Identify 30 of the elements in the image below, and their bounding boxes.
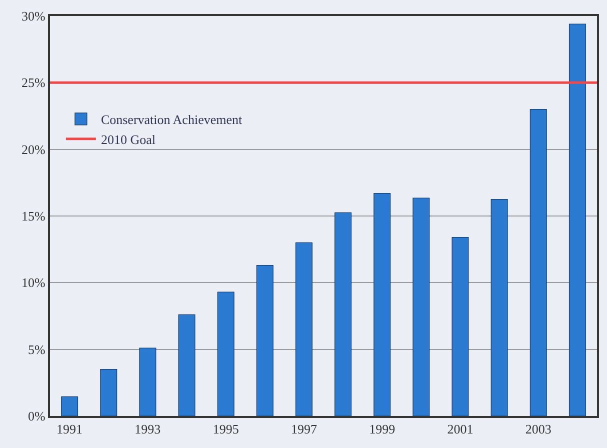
bar bbox=[412, 198, 430, 416]
legend-label: Conservation Achievement bbox=[100, 112, 242, 128]
bar bbox=[452, 237, 469, 416]
bar bbox=[61, 396, 78, 416]
bar bbox=[295, 242, 312, 416]
bar bbox=[490, 199, 508, 416]
legend-label: 2010 Goal bbox=[100, 132, 156, 147]
bar bbox=[374, 193, 391, 416]
y-tick-label: 5% bbox=[28, 342, 46, 357]
bar bbox=[100, 369, 118, 416]
y-tick-label: 20% bbox=[22, 142, 46, 157]
y-tick-label: 0% bbox=[28, 408, 46, 424]
bar bbox=[256, 265, 274, 416]
y-tick-label: 25% bbox=[22, 75, 46, 90]
x-tick-label: 1993 bbox=[134, 422, 161, 437]
x-tick-label: 1995 bbox=[212, 422, 239, 437]
bar bbox=[139, 348, 156, 416]
x-tick-label: 2003 bbox=[525, 422, 552, 437]
y-tick-label: 15% bbox=[22, 208, 46, 224]
x-tick-label: 1999 bbox=[369, 422, 396, 437]
x-tick-label: 1991 bbox=[56, 422, 83, 437]
bar bbox=[568, 24, 586, 416]
bar bbox=[530, 109, 547, 416]
y-tick-label: 30% bbox=[22, 8, 46, 24]
y-tick-label: 10% bbox=[22, 275, 46, 290]
bar bbox=[217, 292, 234, 416]
x-tick-label: 2001 bbox=[447, 422, 474, 437]
bar bbox=[334, 212, 352, 416]
bar bbox=[178, 314, 196, 416]
x-tick-label: 1997 bbox=[290, 422, 318, 437]
